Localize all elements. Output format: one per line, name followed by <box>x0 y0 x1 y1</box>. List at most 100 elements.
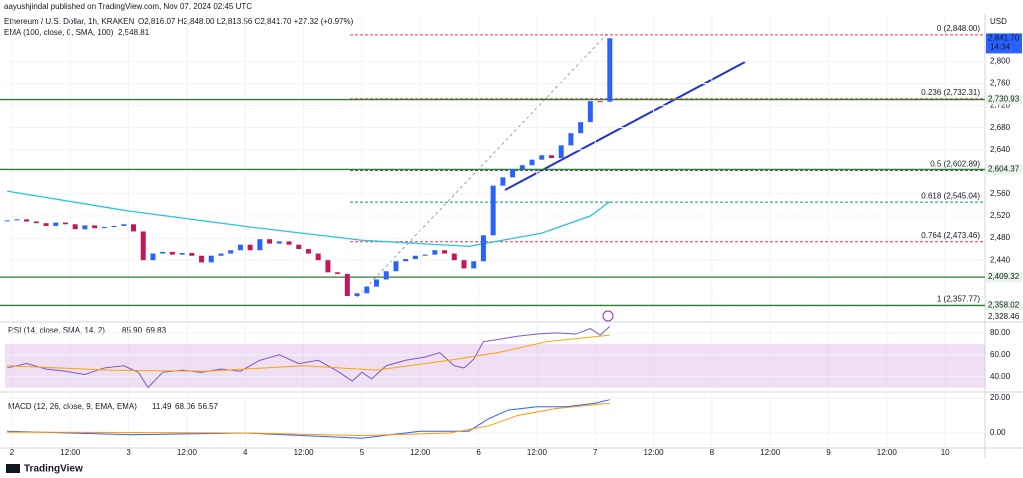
y-tick-label: 80.00 <box>990 328 1011 337</box>
x-tick-label: 3 <box>126 448 131 457</box>
fib-label: 0.618 (2,545.04) <box>921 191 980 200</box>
candle <box>121 224 127 226</box>
candle <box>267 239 273 244</box>
y-tick-label: 2,760 <box>990 79 1011 88</box>
candle <box>461 260 467 269</box>
candle <box>82 225 88 230</box>
candle <box>354 293 360 297</box>
candle <box>548 155 554 159</box>
candle <box>296 244 302 250</box>
ema-value: 2,548.81 <box>118 28 150 37</box>
x-tick-label: 10 <box>941 448 950 457</box>
rsi-legend: RSI (14, close, SMA, 14, 2) <box>8 326 105 335</box>
candle <box>403 259 409 262</box>
candle <box>500 177 506 186</box>
fib-label: 0 (2,848.00) <box>937 24 980 33</box>
candle <box>33 221 39 224</box>
candle <box>607 38 613 102</box>
candle <box>510 169 516 178</box>
fib-label: 0.236 (2,732.31) <box>921 88 980 97</box>
x-tick-label: 9 <box>826 448 831 457</box>
level-tag <box>986 300 1022 311</box>
candle <box>383 271 389 280</box>
y-tick-label: 0.00 <box>990 428 1006 437</box>
fib-label: 1 (2,357.77) <box>937 295 980 304</box>
x-tick-label: 7 <box>593 448 598 457</box>
level-tag-label: 2,730.93 <box>988 95 1020 104</box>
x-tick-label: 8 <box>710 448 715 457</box>
candle <box>169 251 175 255</box>
level-tag-label: 2,358.02 <box>988 301 1020 310</box>
macd-value: 68.06 <box>175 402 196 411</box>
candle <box>53 222 59 226</box>
x-tick-label: 12:00 <box>410 448 431 457</box>
y-tick-label: 2,440 <box>990 255 1011 264</box>
x-tick-label: 12:00 <box>527 448 548 457</box>
fib-label: 0.5 (2,602.89) <box>930 159 980 168</box>
candle <box>480 235 486 262</box>
candle <box>568 133 574 146</box>
candle <box>237 244 243 251</box>
ohlc: O2,816.07 H2,848.00 L2,813.56 C2,841.70 … <box>138 17 354 26</box>
candle <box>4 220 10 222</box>
candle <box>150 253 156 261</box>
candle <box>286 241 292 245</box>
x-tick-label: 12:00 <box>877 448 898 457</box>
last-price-label: 2,841.70 <box>988 33 1020 42</box>
macd-hist-value: 11.49 <box>152 402 172 411</box>
macd-legend: MACD (12, 26, close, 9, EMA, EMA) <box>8 402 137 411</box>
candle <box>451 253 457 261</box>
candle <box>14 219 20 221</box>
last-price-tag <box>986 33 1022 54</box>
currency: USD <box>990 17 1007 26</box>
candle <box>179 252 185 255</box>
candle <box>140 231 146 261</box>
candle <box>578 122 584 134</box>
candle <box>490 185 496 236</box>
candle <box>111 225 117 228</box>
y-tick-label: 20.00 <box>990 393 1011 402</box>
candle <box>471 261 477 269</box>
candle <box>519 165 525 170</box>
symbol: Ethereum / U.S. Dollar, 1h, KRAKEN <box>4 17 134 26</box>
rsi-ma-value: 69.83 <box>146 326 167 335</box>
y-tick-label: 2,560 <box>990 189 1011 198</box>
y-tick-label: 60.00 <box>990 350 1011 359</box>
candle <box>374 279 380 287</box>
y-tick-label: 40.00 <box>990 372 1011 381</box>
candle <box>247 244 253 251</box>
alert-icon <box>602 310 614 322</box>
brand: TradingView <box>24 464 83 475</box>
candle <box>160 251 166 254</box>
candle <box>199 255 205 263</box>
scale-low-label: 2,328.46 <box>988 312 1020 321</box>
rsi-value: 85.90 <box>122 326 143 335</box>
level-tag <box>986 164 1022 175</box>
candle <box>276 241 282 244</box>
candle <box>393 261 399 272</box>
candle <box>587 101 593 123</box>
x-tick-label: 12:00 <box>177 448 198 457</box>
countdown: 14:34 <box>990 42 1011 51</box>
candle <box>422 254 428 256</box>
candle <box>558 145 564 159</box>
y-tick-label: 2,800 <box>990 57 1011 66</box>
candle <box>335 272 341 274</box>
level-tag <box>986 272 1022 283</box>
y-tick-label: 2,520 <box>990 211 1011 220</box>
candle <box>24 219 30 222</box>
y-tick-label: 2,680 <box>990 123 1011 132</box>
candle <box>315 253 321 261</box>
x-tick-label: 5 <box>360 448 365 457</box>
level-tag <box>986 94 1022 105</box>
x-tick-label: 6 <box>476 448 481 457</box>
indicator-line <box>7 402 610 437</box>
author-line: aayushjindal published on TradingView.co… <box>4 2 252 11</box>
candle <box>189 252 195 256</box>
candle <box>228 250 234 254</box>
candle <box>218 253 224 256</box>
candle <box>305 249 311 254</box>
x-tick-label: 4 <box>243 448 248 457</box>
candle <box>364 286 370 294</box>
candle <box>597 101 603 103</box>
